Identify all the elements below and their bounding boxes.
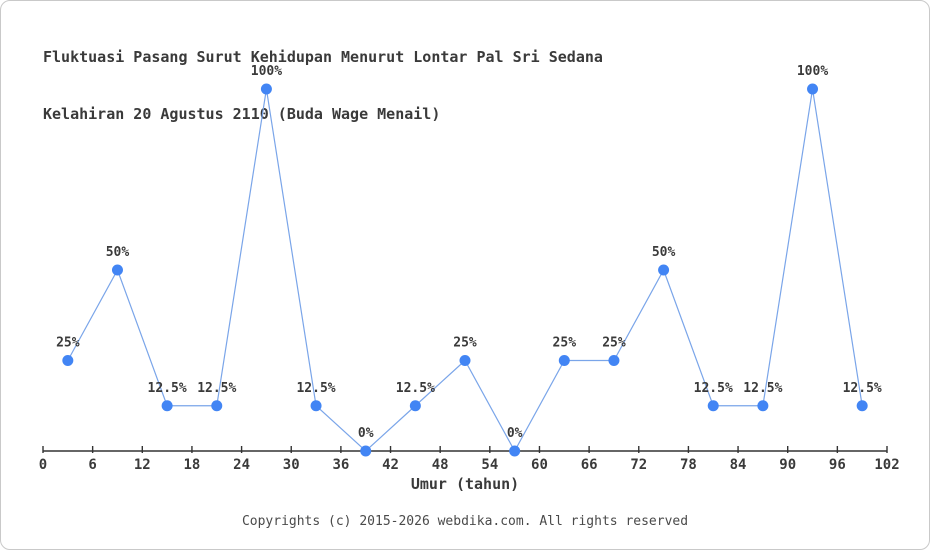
data-point-label: 100% bbox=[797, 64, 828, 79]
x-axis-tick-label: 54 bbox=[481, 457, 498, 473]
data-point-label: 12.5% bbox=[843, 381, 882, 396]
x-axis-tick-label: 18 bbox=[184, 457, 201, 473]
x-axis-tick-label: 6 bbox=[88, 457, 96, 473]
x-axis-label: Umur (tahun) bbox=[410, 475, 520, 493]
x-axis-tick-label: 36 bbox=[332, 457, 349, 473]
data-point bbox=[360, 445, 372, 457]
x-axis-tick-label: 48 bbox=[432, 457, 449, 473]
data-point-label: 12.5% bbox=[743, 381, 782, 396]
data-point-label: 0% bbox=[358, 426, 374, 441]
data-point bbox=[757, 400, 769, 412]
data-point bbox=[707, 400, 719, 412]
data-point bbox=[658, 264, 670, 276]
data-point-label: 50% bbox=[106, 245, 130, 260]
data-point bbox=[856, 400, 868, 412]
data-point-label: 100% bbox=[251, 64, 282, 79]
data-point bbox=[310, 400, 322, 412]
x-axis-tick-label: 90 bbox=[779, 457, 796, 473]
x-axis-tick-label: 102 bbox=[874, 457, 899, 473]
data-point-label: 50% bbox=[652, 245, 676, 260]
data-point-label: 25% bbox=[453, 336, 477, 351]
data-point bbox=[558, 355, 570, 366]
x-axis-tick-label: 24 bbox=[233, 457, 250, 473]
data-point bbox=[509, 445, 521, 457]
x-axis-tick-label: 78 bbox=[680, 457, 697, 473]
chart-title-line1: Fluktuasi Pasang Surut Kehidupan Menurut… bbox=[43, 48, 603, 66]
copyright-text: Copyrights (c) 2015-2026 webdika.com. Al… bbox=[241, 514, 689, 529]
data-point-label: 25% bbox=[553, 336, 577, 351]
x-axis-tick-label: 12 bbox=[134, 457, 151, 473]
x-axis-tick-label: 30 bbox=[283, 457, 300, 473]
x-axis-tick-label: 0 bbox=[39, 457, 47, 473]
x-axis-tick-label: 84 bbox=[730, 457, 747, 473]
data-point bbox=[62, 355, 74, 366]
data-point bbox=[260, 83, 272, 95]
chart-title-line2: Kelahiran 20 Agustus 2110 (Buda Wage Men… bbox=[43, 105, 441, 123]
data-point bbox=[111, 264, 123, 276]
data-point-label: 12.5% bbox=[148, 381, 187, 396]
data-point bbox=[161, 400, 173, 412]
data-point-label: 12.5% bbox=[197, 381, 236, 396]
x-axis-tick-label: 60 bbox=[531, 457, 548, 473]
data-point bbox=[459, 355, 471, 366]
data-point bbox=[211, 400, 223, 412]
data-point-label: 12.5% bbox=[296, 381, 335, 396]
x-axis-tick-label: 42 bbox=[382, 457, 399, 473]
data-point bbox=[608, 355, 620, 366]
data-point-label: 12.5% bbox=[396, 381, 435, 396]
data-point bbox=[807, 83, 819, 95]
x-axis-tick-label: 72 bbox=[630, 457, 647, 473]
chart-title: Fluktuasi Pasang Surut Kehidupan Menurut… bbox=[43, 10, 603, 162]
data-point-label: 25% bbox=[56, 336, 80, 351]
x-axis-tick-label: 96 bbox=[829, 457, 846, 473]
data-point-label: 0% bbox=[507, 426, 523, 441]
x-axis-tick-label: 66 bbox=[581, 457, 598, 473]
data-point bbox=[409, 400, 421, 412]
data-point-label: 25% bbox=[602, 336, 626, 351]
data-point-label: 12.5% bbox=[694, 381, 733, 396]
data-line bbox=[67, 88, 863, 453]
